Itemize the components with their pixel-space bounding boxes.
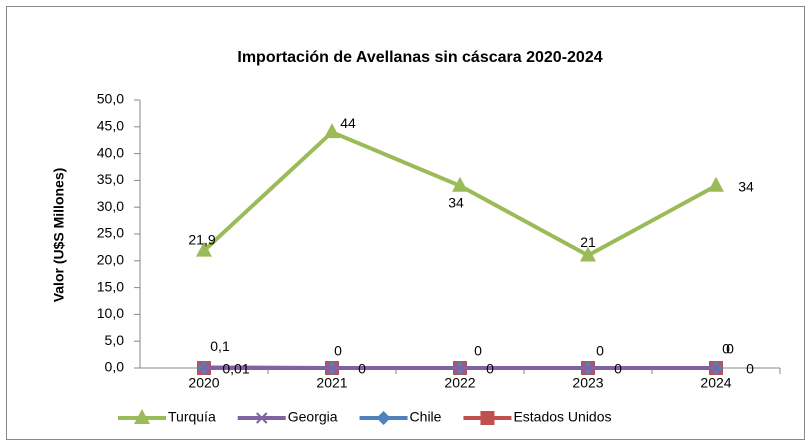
y-tick-label: 0,0 xyxy=(105,359,125,375)
data-point xyxy=(198,361,210,374)
data-point xyxy=(196,241,212,257)
y-axis-label: Valor (U$S Millones) xyxy=(51,168,67,303)
data-label: 0 xyxy=(486,361,494,377)
data-label: 0,01 xyxy=(222,361,249,377)
y-tick-label: 40,0 xyxy=(97,144,124,160)
y-tick-label: 15,0 xyxy=(97,278,124,294)
legend: Turquía Georgia Chile Estados Unidos xyxy=(118,409,612,425)
y-tick-label: 5,0 xyxy=(105,332,125,348)
legend-marker xyxy=(134,409,150,424)
y-tick-label: 30,0 xyxy=(97,198,124,214)
data-point xyxy=(582,362,594,374)
data-label: 0 xyxy=(746,361,754,377)
data-point xyxy=(708,176,724,192)
data-label: 0 xyxy=(358,361,366,377)
x-tick-label: 2022 xyxy=(444,375,475,391)
data-label: 21 xyxy=(580,234,596,250)
data-point xyxy=(710,362,722,374)
data-point xyxy=(454,362,466,374)
data-label: 34 xyxy=(448,194,464,210)
data-point xyxy=(326,362,338,374)
chart-title: Importación de Avellanas sin cáscara 202… xyxy=(237,49,602,66)
data-label: 0 xyxy=(614,361,622,377)
data-label: 21,9 xyxy=(188,231,215,247)
data-label: 44 xyxy=(340,115,356,131)
data-label: 0 xyxy=(596,343,604,359)
x-tick-label: 2023 xyxy=(572,375,603,391)
x-tick-label: 2021 xyxy=(316,375,347,391)
legend-marker xyxy=(376,411,391,425)
data-point xyxy=(452,176,468,192)
data-label: 34 xyxy=(738,178,754,194)
legend-label: Georgia xyxy=(288,409,338,425)
y-tick-label: 35,0 xyxy=(97,171,124,187)
data-point xyxy=(324,123,340,139)
data-label: 0 xyxy=(726,341,734,357)
data-point xyxy=(580,246,596,262)
y-tick-label: 10,0 xyxy=(97,305,124,321)
y-tick-label: 45,0 xyxy=(97,118,124,134)
legend-label: Turquía xyxy=(168,409,216,425)
y-tick-label: 50,0 xyxy=(97,91,124,107)
data-label: 0 xyxy=(334,343,342,359)
x-tick-label: 2024 xyxy=(700,375,731,391)
legend-label: Estados Unidos xyxy=(513,409,611,425)
data-label: 0 xyxy=(474,343,482,359)
x-tick-label: 2020 xyxy=(188,375,219,391)
data-label: 0,1 xyxy=(210,338,230,354)
legend-marker xyxy=(480,411,495,425)
data-label: 0 xyxy=(722,341,730,357)
y-tick-label: 20,0 xyxy=(97,252,124,268)
y-tick-label: 25,0 xyxy=(97,225,124,241)
legend-label: Chile xyxy=(410,409,442,425)
legend-marker xyxy=(256,412,268,424)
chart-frame xyxy=(6,6,805,440)
